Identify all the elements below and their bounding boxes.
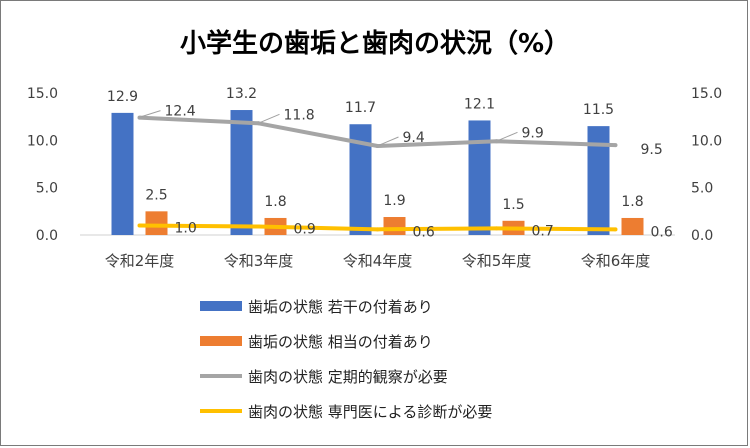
line-point xyxy=(137,223,142,228)
data-label: 1.8 xyxy=(264,194,286,210)
bar xyxy=(230,110,253,235)
bar xyxy=(621,217,644,235)
y-tick-right: 0.0 xyxy=(691,228,713,244)
legend-label: 歯肉の状態 定期的観察が必要 xyxy=(248,368,448,386)
bars xyxy=(111,110,644,235)
x-tick-label: 令和3年度 xyxy=(224,252,294,270)
chart-title: 小学生の歯垢と歯肉の状況（%） xyxy=(180,28,570,59)
lines xyxy=(137,115,618,232)
leader-line xyxy=(498,131,518,141)
data-label: 11.5 xyxy=(583,102,614,118)
bar xyxy=(145,211,168,235)
axes: 0.0 0.0 5.0 5.0 10.0 10.0 15.0 15.0 令和2年度 令和3年度 令和… xyxy=(27,86,722,270)
line-point xyxy=(375,227,380,232)
legend-swatch xyxy=(200,336,242,346)
leader-line xyxy=(260,113,280,123)
data-label: 1.9 xyxy=(383,193,405,209)
bar xyxy=(111,112,134,235)
y-tick-right: 5.0 xyxy=(691,181,713,197)
line-point xyxy=(613,227,618,232)
x-tick-label: 令和2年度 xyxy=(105,252,175,270)
data-label: 12.1 xyxy=(464,96,495,112)
y-tick-left: 5.0 xyxy=(36,181,58,197)
line-point xyxy=(494,226,499,231)
data-label: 2.5 xyxy=(145,187,167,203)
y-tick-left: 0.0 xyxy=(36,228,58,244)
line-point xyxy=(613,143,618,148)
y-tick-left: 10.0 xyxy=(27,133,58,149)
legend-label: 歯垢の状態 相当の付着あり xyxy=(248,333,433,351)
leader-line xyxy=(379,136,399,146)
line-point xyxy=(137,115,142,120)
legend-label: 歯垢の状態 若干の付着あり xyxy=(248,298,433,316)
line-point xyxy=(375,144,380,149)
bar xyxy=(383,217,406,235)
series-line xyxy=(139,115,616,149)
data-label: 0.7 xyxy=(532,223,554,239)
y-tick-left: 15.0 xyxy=(27,86,58,102)
data-labels: 12.9 13.2 11.7 12.1 11.5 2.5 1.8 1.9 1.5 1.8 12.4 1… xyxy=(107,86,673,240)
data-label: 9.9 xyxy=(522,125,544,141)
legend-label: 歯肉の状態 専門医による診断が必要 xyxy=(248,403,492,421)
data-label: 9.4 xyxy=(403,130,425,146)
data-label: 12.4 xyxy=(165,104,196,120)
data-label: 11.7 xyxy=(345,100,376,116)
line-point xyxy=(256,224,261,229)
data-label: 0.9 xyxy=(294,221,316,237)
line-point xyxy=(256,121,261,126)
data-label: 13.2 xyxy=(226,86,257,102)
bar xyxy=(468,120,491,235)
bar xyxy=(587,126,610,235)
y-tick-right: 10.0 xyxy=(691,133,722,149)
data-label: 1.0 xyxy=(175,221,197,237)
data-label: 1.8 xyxy=(621,194,643,210)
data-label: 12.9 xyxy=(107,89,138,105)
bar xyxy=(349,124,372,235)
data-label: 11.8 xyxy=(284,107,315,123)
legend-swatch xyxy=(200,301,242,311)
leader-line xyxy=(141,110,161,118)
x-tick-label: 令和5年度 xyxy=(462,252,532,270)
data-label: 0.6 xyxy=(413,224,435,240)
data-label: 1.5 xyxy=(502,197,524,213)
y-tick-right: 15.0 xyxy=(691,86,722,102)
data-label: 9.5 xyxy=(641,142,663,158)
x-tick-label: 令和6年度 xyxy=(581,252,651,270)
data-label: 0.6 xyxy=(651,224,673,240)
line-point xyxy=(494,139,499,144)
x-tick-label: 令和4年度 xyxy=(343,252,413,270)
